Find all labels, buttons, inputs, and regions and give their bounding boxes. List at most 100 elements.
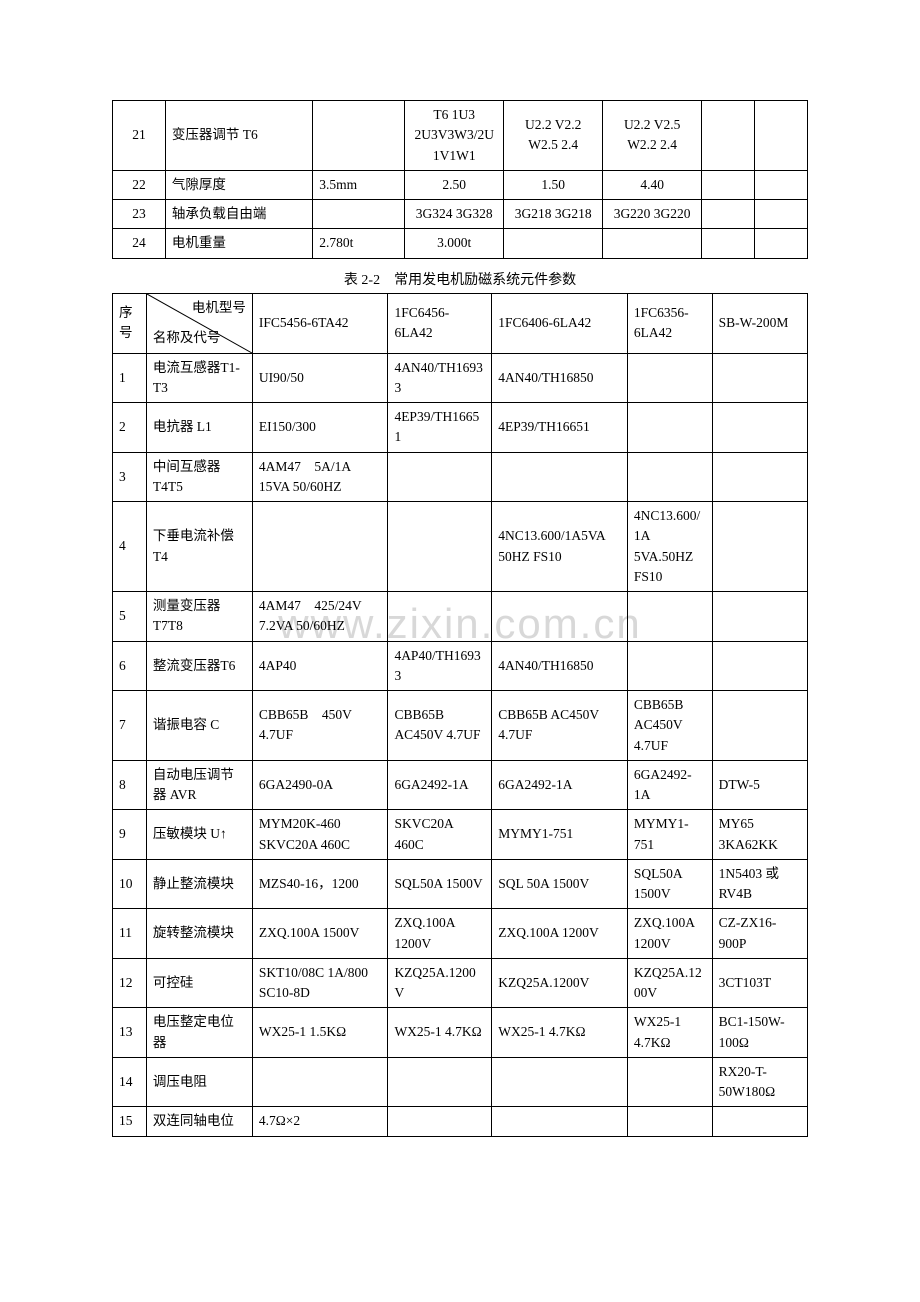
- table-cell: [712, 592, 807, 642]
- table-cell: UI90/50: [252, 353, 388, 403]
- table-cell: 4EP39/TH16651: [492, 403, 628, 453]
- table-cell: [388, 1057, 492, 1107]
- table-cell: 11: [113, 909, 147, 959]
- header-col-3: 1FC6406-6LA42: [492, 293, 628, 353]
- table-cell: 4AP40: [252, 641, 388, 691]
- table-cell: 4: [113, 502, 147, 592]
- table-cell: [702, 229, 755, 258]
- table-cell: 6GA2492-1A: [388, 760, 492, 810]
- table-cell: CBB65B AC450V 4.7UF: [492, 691, 628, 761]
- table-cell: 旋转整流模块: [146, 909, 252, 959]
- table-cell: T6 1U3 2U3V3W3/2U1V1W1: [405, 101, 504, 171]
- table-cell: [603, 229, 702, 258]
- table-cell: [627, 592, 712, 642]
- table-cell: WX25-1 4.7KΩ: [492, 1008, 628, 1058]
- table-cell: 3: [113, 452, 147, 502]
- table-cell: 1.50: [504, 170, 603, 199]
- table-row: 15双连同轴电位4.7Ω×2: [113, 1107, 808, 1136]
- diag-bottom-label: 名称及代号: [153, 328, 221, 348]
- table-cell: KZQ25A.1200V: [627, 958, 712, 1008]
- table-cell: 可控硅: [146, 958, 252, 1008]
- table-cell: 24: [113, 229, 166, 258]
- table-cell: MYMY1-751: [627, 810, 712, 860]
- table-cell: [712, 452, 807, 502]
- table-cell: [702, 170, 755, 199]
- table-cell: CZ-ZX16-900P: [712, 909, 807, 959]
- table-row: 12可控硅SKT10/08C 1A/800 SC10-8D KZQ25A.1200…: [113, 958, 808, 1008]
- table-cell: ZXQ.100A 1200V: [627, 909, 712, 959]
- table-cell: [252, 1057, 388, 1107]
- table-cell: CBB65B 450V 4.7UF: [252, 691, 388, 761]
- table-cell: 测量变压器T7T8: [146, 592, 252, 642]
- table-cell: ZXQ.100A 1500V: [252, 909, 388, 959]
- table-cell: [313, 200, 405, 229]
- table-cell: ZXQ.100A 1200V: [388, 909, 492, 959]
- table-row: 7谐振电容 CCBB65B 450V 4.7UFCBB65B AC450V 4.…: [113, 691, 808, 761]
- table-cell: U2.2 V2.2 W2.5 2.4: [504, 101, 603, 171]
- table-cell: 4AN40/TH16933: [388, 353, 492, 403]
- table-cell: [755, 101, 808, 171]
- table-2-caption: 表 2-2 常用发电机励磁系统元件参数: [112, 269, 808, 289]
- table-cell: CBB65B AC450V 4.7UF: [388, 691, 492, 761]
- header-seq: 序号: [113, 293, 147, 353]
- table-2-header-row: 序号 电机型号 名称及代号 IFC5456-6TA42 1FC6456-6LA4…: [113, 293, 808, 353]
- table-cell: KZQ25A.1200V: [492, 958, 628, 1008]
- table-cell: 轴承负载自由端: [165, 200, 312, 229]
- table-cell: [492, 1107, 628, 1136]
- table-row: 4下垂电流补偿T44NC13.600/1A5VA 50HZ FS104NC13.…: [113, 502, 808, 592]
- table-cell: 电压整定电位器: [146, 1008, 252, 1058]
- table-cell: 22: [113, 170, 166, 199]
- table-cell: 3G220 3G220: [603, 200, 702, 229]
- header-col-2: 1FC6456-6LA42: [388, 293, 492, 353]
- table-row: 23轴承负载自由端3G324 3G3283G218 3G2183G220 3G2…: [113, 200, 808, 229]
- table-row: 9压敏模块 U↑MYM20K-460 SKVC20A 460CSKVC20A 4…: [113, 810, 808, 860]
- table-cell: MYMY1-751: [492, 810, 628, 860]
- table-cell: MYM20K-460 SKVC20A 460C: [252, 810, 388, 860]
- table-cell: [755, 229, 808, 258]
- table-cell: [388, 452, 492, 502]
- table-cell: 2: [113, 403, 147, 453]
- table-1: 21变压器调节 T6T6 1U3 2U3V3W3/2U1V1W1U2.2 V2.…: [112, 100, 808, 259]
- table-cell: [492, 1057, 628, 1107]
- table-cell: SQL50A 1500V: [627, 859, 712, 909]
- table-cell: 3.5mm: [313, 170, 405, 199]
- table-cell: 3CT103T: [712, 958, 807, 1008]
- table-cell: 变压器调节 T6: [165, 101, 312, 171]
- table-cell: 4.7Ω×2: [252, 1107, 388, 1136]
- table-cell: U2.2 V2.5 W2.2 2.4: [603, 101, 702, 171]
- table-cell: WX25-1 4.7KΩ: [627, 1008, 712, 1058]
- table-cell: [388, 502, 492, 592]
- table-cell: [627, 641, 712, 691]
- table-cell: SKT10/08C 1A/800 SC10-8D: [252, 958, 388, 1008]
- table-cell: 12: [113, 958, 147, 1008]
- table-row: 22气隙厚度3.5mm2.501.504.40: [113, 170, 808, 199]
- table-cell: 21: [113, 101, 166, 171]
- table-cell: [755, 200, 808, 229]
- table-cell: [627, 353, 712, 403]
- table-cell: 4AN40/TH16850: [492, 353, 628, 403]
- table-cell: 双连同轴电位: [146, 1107, 252, 1136]
- table-cell: [627, 452, 712, 502]
- table-cell: [712, 353, 807, 403]
- table-cell: 4AM47 425/24V 7.2VA 50/60HZ: [252, 592, 388, 642]
- table-cell: DTW-5: [712, 760, 807, 810]
- table-row: 2电抗器 L1EI150/3004EP39/TH166514EP39/TH166…: [113, 403, 808, 453]
- table-cell: 4EP39/TH16651: [388, 403, 492, 453]
- table-cell: BC1-150W-100Ω: [712, 1008, 807, 1058]
- table-cell: [388, 592, 492, 642]
- table-cell: 2.50: [405, 170, 504, 199]
- table-cell: [627, 1107, 712, 1136]
- table-cell: SQL 50A 1500V: [492, 859, 628, 909]
- header-diagonal: 电机型号 名称及代号: [146, 293, 252, 353]
- table-cell: 5: [113, 592, 147, 642]
- table-cell: 3G324 3G328: [405, 200, 504, 229]
- table-cell: [627, 1057, 712, 1107]
- table-cell: [492, 592, 628, 642]
- table-cell: 15: [113, 1107, 147, 1136]
- page-content: 21变压器调节 T6T6 1U3 2U3V3W3/2U1V1W1U2.2 V2.…: [112, 100, 808, 1137]
- table-cell: MZS40-16，1200: [252, 859, 388, 909]
- table-row: 5测量变压器T7T84AM47 425/24V 7.2VA 50/60HZ: [113, 592, 808, 642]
- table-cell: [702, 200, 755, 229]
- table-cell: 8: [113, 760, 147, 810]
- table-cell: CBB65B AC450V 4.7UF: [627, 691, 712, 761]
